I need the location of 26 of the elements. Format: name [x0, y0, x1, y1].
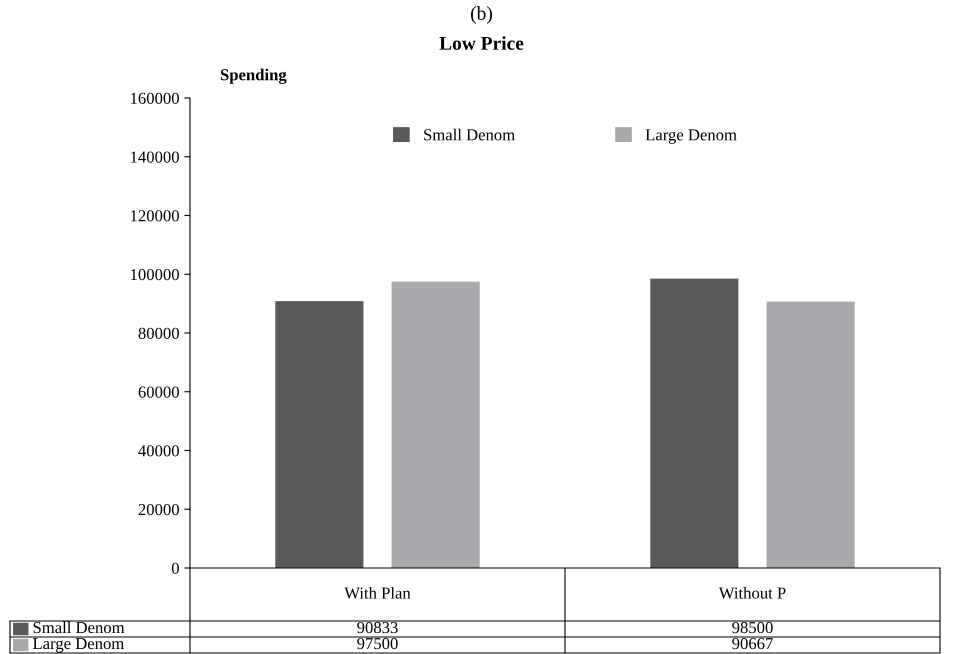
data-label: 90667	[732, 638, 773, 650]
y-tick-label: 120000	[131, 210, 179, 222]
y-tick-label: 20000	[138, 504, 179, 516]
y-tick-label: 40000	[138, 445, 179, 456]
data-label: 97500	[357, 638, 398, 650]
data-label: 98500	[732, 622, 773, 634]
bar	[650, 278, 738, 568]
bar	[392, 282, 480, 568]
chart-subtitle: Low Price	[439, 36, 524, 50]
y-axis-title: Spending	[220, 68, 287, 84]
bar	[766, 302, 855, 568]
x-tick-label: Without P	[718, 586, 786, 599]
x-tick-label: With Plan	[344, 586, 410, 599]
chart-title: (b)	[471, 6, 492, 24]
y-tick-label: 0	[172, 562, 179, 574]
y-tick-label: 100000	[131, 268, 179, 280]
y-tick-label: 140000	[131, 151, 179, 163]
legend-label: Large Denom	[646, 129, 737, 144]
legend-label: Small Denom	[424, 128, 515, 140]
y-tick-label: 60000	[138, 386, 179, 398]
y-tick-label: 160000	[131, 92, 179, 104]
y-tick-label: 80000	[138, 328, 179, 339]
data-label: 90833	[357, 622, 398, 634]
bar	[275, 301, 364, 568]
text: Large Denom	[32, 638, 124, 653]
text: Small Denom	[34, 621, 124, 634]
